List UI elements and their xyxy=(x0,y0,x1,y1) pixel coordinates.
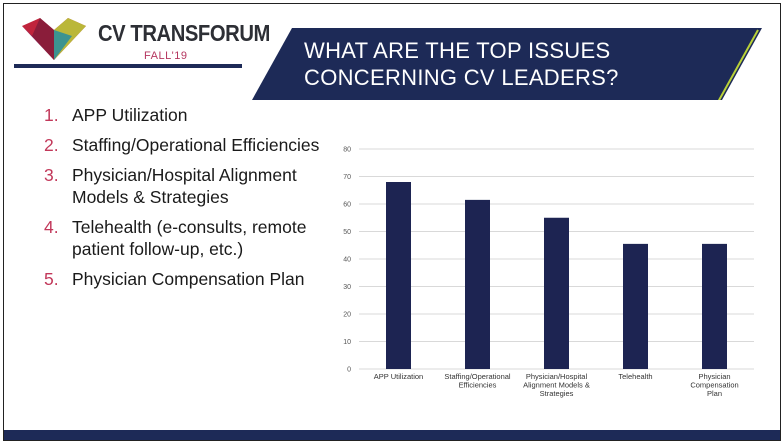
list-item-number: 2. xyxy=(44,135,59,155)
list-item-number: 4. xyxy=(44,217,59,237)
bar xyxy=(465,199,490,369)
y-tick-label: 70 xyxy=(343,174,351,181)
list-item: 3. Physician/Hospital Alignment Models &… xyxy=(44,164,334,208)
issues-list: 1. APP Utilization 2. Staffing/Operation… xyxy=(44,104,334,298)
x-tick-label: APP Utilization xyxy=(374,372,423,381)
logo-underline xyxy=(14,64,242,68)
list-item-label: Telehealth (e-consults, remote patient f… xyxy=(72,217,307,259)
y-tick-label: 20 xyxy=(343,312,351,319)
x-tick-label: Physician/Hospital Alignment Models & Stra… xyxy=(523,372,590,398)
x-tick-label: Staffing/Operational Efficiencies xyxy=(444,372,510,390)
x-tick-label: Telehealth xyxy=(618,372,652,381)
bar xyxy=(623,243,648,369)
list-item: 1. APP Utilization xyxy=(44,104,334,126)
y-tick-label: 50 xyxy=(343,229,351,236)
bar xyxy=(386,182,411,369)
list-item-label: Staffing/Operational Efficiencies xyxy=(72,135,320,155)
y-tick-label: 30 xyxy=(343,284,351,291)
footer-bar xyxy=(4,430,780,440)
title-banner xyxy=(252,28,762,100)
bar xyxy=(544,217,569,369)
list-item-label: Physician/Hospital Alignment Models & St… xyxy=(72,165,297,207)
logo-wordmark: CV TRANSFORUM xyxy=(98,20,270,46)
cv-transforum-logo: CV TRANSFORUM FALL'19 xyxy=(14,14,270,72)
issues-bar-chart: 0 10 20 30 40 50 60 70 80 APP Utilization Staffing… xyxy=(343,147,754,398)
list-item-number: 3. xyxy=(44,165,59,185)
slide-title-line-1: WHAT ARE THE TOP ISSUES xyxy=(304,38,611,63)
slide-title-line-2: CONCERNING CV LEADERS? xyxy=(304,65,619,90)
logo-subtitle: FALL'19 xyxy=(144,50,188,62)
y-tick-label: 40 xyxy=(343,257,351,264)
heart-logo-icon xyxy=(22,18,86,60)
slide-title: WHAT ARE THE TOP ISSUES CONCERNING CV LE… xyxy=(304,37,724,91)
list-item-label: Physician Compensation Plan xyxy=(72,269,305,289)
list-item-label: APP Utilization xyxy=(72,105,188,125)
y-tick-label: 80 xyxy=(343,147,351,154)
list-item: 5. Physician Compensation Plan xyxy=(44,268,334,290)
y-tick-label: 60 xyxy=(343,202,351,209)
y-tick-label: 0 xyxy=(347,367,351,374)
x-tick-label: Physician Compensation Plan xyxy=(690,372,738,398)
slide: CV TRANSFORUM FALL'19 WHAT ARE THE TOP I… xyxy=(3,3,781,441)
y-tick-label: 10 xyxy=(343,339,351,346)
list-item-number: 5. xyxy=(44,269,59,289)
list-item: 2. Staffing/Operational Efficiencies xyxy=(44,134,334,156)
list-item-number: 1. xyxy=(44,105,59,125)
list-item: 4. Telehealth (e-consults, remote patien… xyxy=(44,216,334,260)
bar xyxy=(702,243,727,369)
